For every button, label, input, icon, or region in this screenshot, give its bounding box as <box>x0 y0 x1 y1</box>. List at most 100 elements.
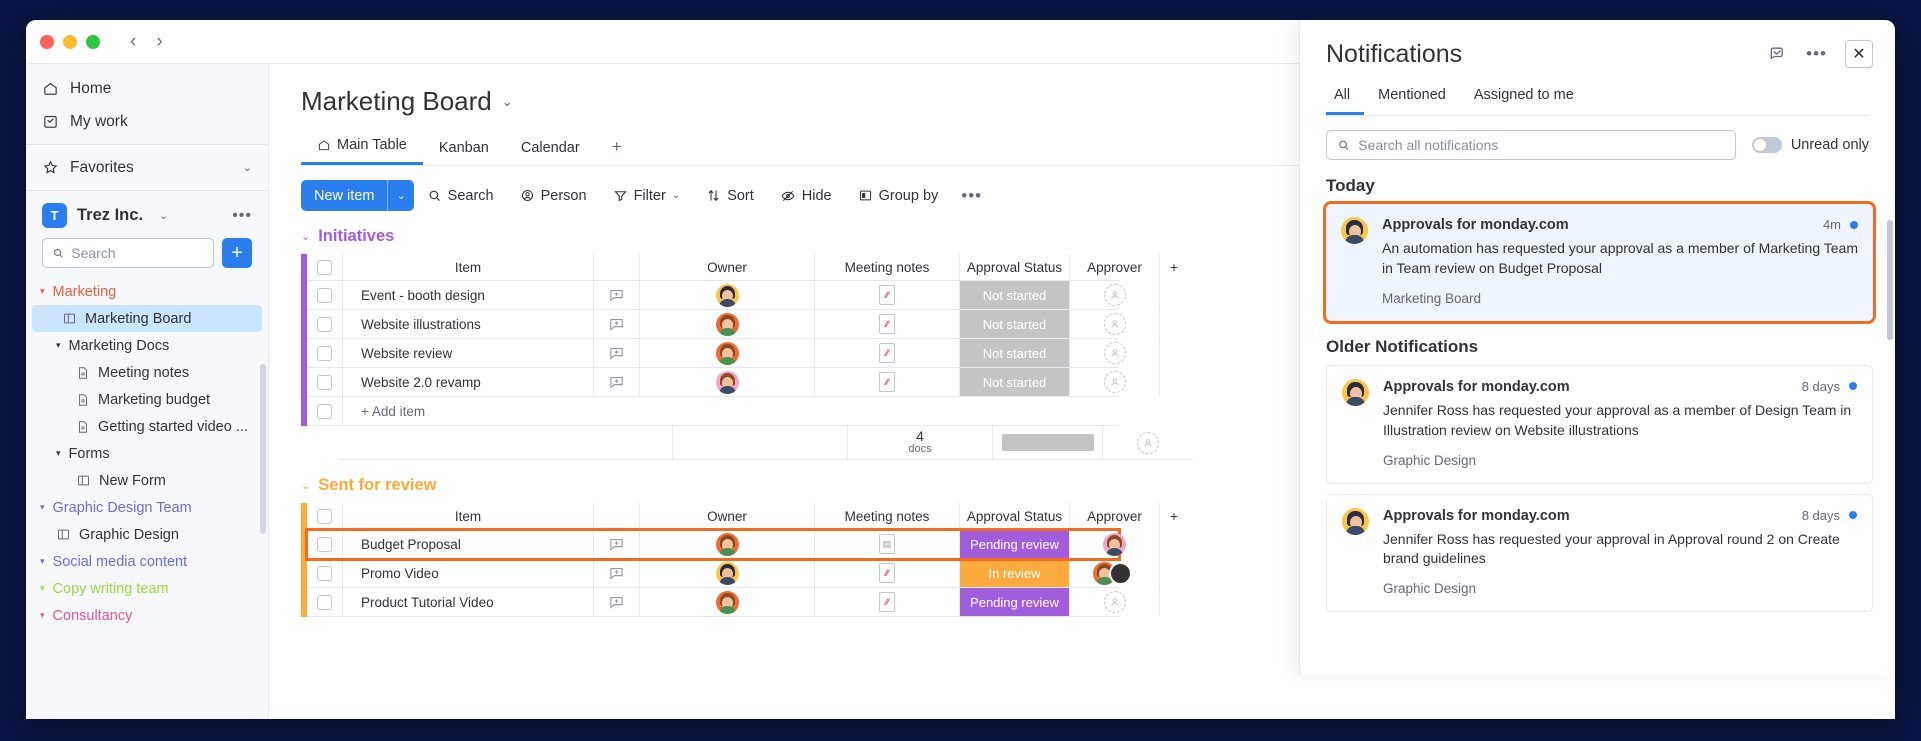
close-window-button[interactable] <box>40 34 54 49</box>
sidebar-tree-item-marketing-budget[interactable]: Marketing budget <box>26 386 268 413</box>
group-title[interactable]: ⌄ Initiatives <box>301 227 1895 246</box>
column-header-owner[interactable]: Owner <box>640 254 815 280</box>
sidebar-tree-item-graphic-design[interactable]: Graphic Design <box>26 521 268 548</box>
person-filter-button[interactable]: Person <box>507 180 600 211</box>
tab-all[interactable]: All <box>1326 83 1365 115</box>
monday-doc-icon[interactable]: ⁄⁄ <box>879 343 895 363</box>
select-all-cell[interactable] <box>307 503 343 529</box>
row-approver[interactable] <box>1070 339 1160 367</box>
add-item-button[interactable]: + <box>222 238 252 268</box>
checkbox[interactable] <box>317 374 332 390</box>
sidebar-scrollbar[interactable] <box>260 364 266 534</box>
checkbox[interactable] <box>317 594 332 610</box>
column-header-item[interactable]: Item <box>343 254 594 280</box>
checkbox[interactable] <box>317 287 332 303</box>
mark-read-icon[interactable] <box>1768 44 1788 64</box>
add-column-button[interactable]: + <box>1170 259 1178 275</box>
row-owner[interactable] <box>640 588 815 616</box>
row-meeting-notes[interactable]: ⁄⁄ <box>815 559 960 587</box>
row-approver[interactable] <box>1070 368 1160 396</box>
caret-down-icon[interactable]: ▾ <box>40 610 45 620</box>
new-item-button[interactable]: New item ⌄ <box>301 180 414 211</box>
minimize-window-button[interactable] <box>63 34 77 49</box>
row-meeting-notes[interactable]: ⁄⁄ <box>815 368 960 396</box>
chevron-down-icon[interactable]: ⌄ <box>242 162 252 174</box>
row-approver[interactable] <box>1070 281 1160 309</box>
checkbox[interactable] <box>317 508 332 524</box>
sidebar-tree-item-copy-writing-team[interactable]: ▾ Copy writing team <box>26 575 268 602</box>
hide-button[interactable]: Hide <box>767 180 845 211</box>
row-owner[interactable] <box>640 368 815 396</box>
row-item-name[interactable]: Website 2.0 revamp <box>343 368 594 396</box>
table-row[interactable]: Product Tutorial Video ⁄⁄ Pending review <box>307 588 1160 617</box>
row-owner[interactable] <box>640 281 815 309</box>
row-approval-status[interactable]: Pending review <box>960 588 1070 616</box>
toggle-track[interactable] <box>1751 137 1782 153</box>
sidebar-tree-item-marketing-board[interactable]: Marketing Board <box>32 305 262 332</box>
group-title[interactable]: ⌄ Sent for review <box>301 476 1895 495</box>
notifications-search-input[interactable] <box>1358 137 1725 153</box>
row-add-update-button[interactable] <box>594 530 640 558</box>
add-view-button[interactable]: + <box>611 137 622 156</box>
row-approver[interactable] <box>1070 588 1160 616</box>
row-meeting-notes[interactable]: ⁄⁄ <box>815 588 960 616</box>
row-approver[interactable] <box>1070 530 1160 558</box>
row-owner[interactable] <box>640 310 815 338</box>
caret-down-icon[interactable]: ▾ <box>40 556 45 566</box>
maximize-window-button[interactable] <box>86 34 100 49</box>
notification-card[interactable]: Approvals for monday.com 8 days Jennifer R… <box>1326 364 1873 484</box>
add-item-row[interactable]: + Add item <box>307 397 1119 426</box>
sidebar-tree-item-marketing-docs[interactable]: ▾ Marketing Docs <box>26 332 268 359</box>
approver-empty-icon[interactable] <box>1103 284 1126 306</box>
sidebar-tree-item-social-media-content[interactable]: ▾ Social media content <box>26 548 268 575</box>
caret-down-icon[interactable]: ▾ <box>40 583 45 593</box>
row-approver[interactable] <box>1070 559 1160 587</box>
filter-button[interactable]: Filter ⌄ <box>600 180 694 211</box>
search-input[interactable] <box>71 245 204 261</box>
table-row[interactable]: Event - booth design ⁄⁄ Not started <box>307 281 1160 310</box>
column-header-approval-status[interactable]: Approval Status <box>960 503 1070 529</box>
column-header-owner[interactable]: Owner <box>640 503 815 529</box>
row-add-update-button[interactable] <box>594 339 640 367</box>
back-icon[interactable]: ‹ <box>130 31 137 52</box>
row-item-name[interactable]: Website illustrations <box>343 310 594 338</box>
row-item-name[interactable]: Budget Proposal <box>343 530 594 558</box>
notification-card[interactable]: Approvals for monday.com 8 days Jennifer R… <box>1326 493 1873 613</box>
caret-down-icon[interactable]: ▾ <box>56 340 61 350</box>
row-approval-status[interactable]: Not started <box>960 310 1070 338</box>
chevron-down-icon[interactable]: ⌄ <box>396 190 406 202</box>
approver-empty-icon[interactable] <box>1137 431 1159 454</box>
approver-empty-icon[interactable] <box>1103 313 1126 335</box>
window-controls[interactable] <box>40 34 100 49</box>
row-add-update-button[interactable] <box>594 559 640 587</box>
column-header-item[interactable]: Item <box>343 503 594 529</box>
add-item-label[interactable]: + Add item <box>361 403 426 419</box>
row-checkbox-cell[interactable] <box>307 559 343 587</box>
sidebar-tree-item-graphic-design-team[interactable]: ▾ Graphic Design Team <box>26 494 268 521</box>
column-header-approver[interactable]: Approver <box>1070 503 1160 529</box>
approver-empty-icon[interactable] <box>1103 342 1126 364</box>
monday-doc-icon[interactable]: ⁄⁄ <box>879 314 895 334</box>
column-header-meeting-notes[interactable]: Meeting notes <box>815 254 960 280</box>
row-item-name[interactable]: Promo Video <box>343 559 594 587</box>
group-by-button[interactable]: Group by <box>845 180 952 211</box>
tab-calendar[interactable]: Calendar <box>505 134 596 165</box>
column-header-approval-status[interactable]: Approval Status <box>960 254 1070 280</box>
notification-source[interactable]: Marketing Board <box>1382 290 1482 306</box>
sidebar-tree-item-new-form[interactable]: New Form <box>26 467 268 494</box>
table-row[interactable]: Website 2.0 revamp ⁄⁄ Not started <box>307 368 1160 397</box>
monday-doc-icon[interactable]: ⁄⁄ <box>879 372 895 392</box>
checkbox[interactable] <box>317 259 332 275</box>
checkbox[interactable] <box>317 345 332 361</box>
tab-mentioned[interactable]: Mentioned <box>1378 87 1446 103</box>
row-add-update-button[interactable] <box>594 368 640 396</box>
row-approver[interactable] <box>1070 310 1160 338</box>
notification-source[interactable]: Graphic Design <box>1383 581 1477 597</box>
sort-button[interactable]: Sort <box>693 180 767 211</box>
file-doc-icon[interactable]: ▤ <box>879 534 895 554</box>
close-icon[interactable]: ✕ <box>1845 40 1873 68</box>
approver-empty-icon[interactable] <box>1103 591 1126 613</box>
notification-source[interactable]: Graphic Design <box>1383 452 1477 468</box>
tab-main-table[interactable]: Main Table <box>301 131 423 165</box>
approver-empty-icon[interactable] <box>1103 371 1126 393</box>
